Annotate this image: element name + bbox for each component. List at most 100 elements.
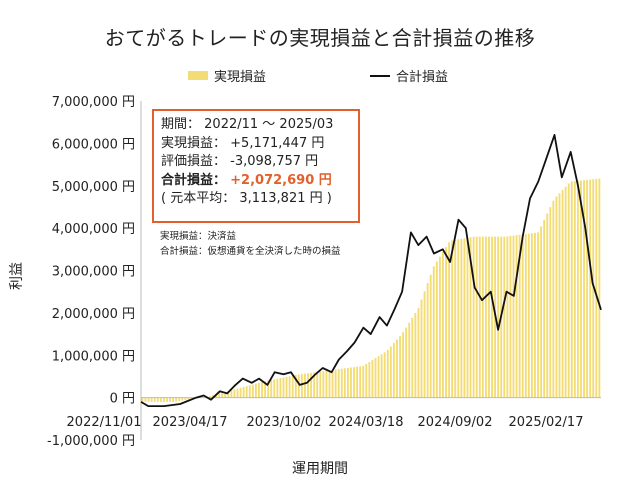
y-tick-label: -1,000,000 円	[47, 434, 135, 449]
bar	[147, 397, 150, 402]
summary-period: 期間： 2022/11 ～ 2025/03	[161, 116, 358, 135]
legend-label-total: 合計損益	[396, 70, 449, 85]
bar	[273, 379, 276, 398]
bar	[313, 372, 316, 398]
bar	[472, 236, 475, 398]
bar	[552, 200, 555, 398]
bar	[454, 239, 457, 398]
bar	[169, 397, 171, 402]
bar	[371, 360, 374, 398]
bar	[258, 382, 260, 398]
bar	[429, 274, 432, 398]
bar	[580, 180, 582, 398]
bar	[561, 189, 564, 398]
summary-realized: 実現損益： +5,171,447 円	[161, 135, 358, 154]
bar	[592, 179, 595, 398]
realized-value: +5,171,447 円	[230, 135, 325, 151]
bar	[527, 233, 530, 398]
x-tick-label: 2025/02/17	[509, 415, 584, 430]
bar	[463, 238, 466, 398]
bar	[405, 327, 408, 398]
bar	[475, 236, 478, 398]
bar	[380, 354, 383, 398]
realized-label: 実現損益：	[161, 135, 227, 151]
unrealized-value: -3,098,757 円	[230, 154, 319, 169]
bar	[598, 178, 601, 398]
bar	[282, 377, 285, 398]
bar	[172, 397, 175, 402]
bar	[549, 207, 552, 398]
bar	[328, 370, 331, 398]
bar	[491, 236, 493, 398]
x-axis-label: 運用期間	[292, 461, 348, 477]
bar	[300, 374, 303, 398]
x-tick-label: 2024/09/02	[418, 415, 493, 430]
y-axis-label: 利益	[9, 262, 25, 290]
bar	[435, 261, 438, 398]
y-tick-label: 4,000,000 円	[52, 222, 135, 237]
y-tick-labels: 7,000,000 円 6,000,000 円 5,000,000 円 4,000,0…	[47, 95, 135, 449]
bar	[221, 392, 224, 398]
bar	[346, 367, 349, 398]
bar	[402, 332, 405, 398]
bar	[187, 397, 190, 400]
bar	[530, 233, 533, 398]
bar	[307, 373, 309, 398]
bar	[276, 378, 279, 398]
bar	[426, 282, 429, 398]
summary-box: 期間： 2022/11 ～ 2025/03 実現損益： +5,171,447 円…	[152, 109, 360, 223]
bar	[362, 365, 365, 398]
bar	[144, 397, 147, 402]
bar	[408, 322, 411, 398]
bar	[518, 234, 521, 398]
bar	[359, 366, 362, 398]
legend-line-total	[370, 74, 390, 77]
bar	[481, 236, 484, 398]
period-value: 2022/11 ～ 2025/03	[204, 117, 334, 132]
bar	[497, 236, 500, 398]
bar	[543, 219, 546, 398]
bar	[503, 236, 506, 398]
summary-total: 合計損益： +2,072,690 円	[161, 172, 358, 191]
bar	[141, 397, 144, 402]
bar	[218, 393, 221, 398]
bar	[175, 397, 178, 402]
bar	[166, 397, 168, 402]
y-tick-label: 0 円	[110, 392, 135, 407]
x-tick-label: 2022/11/01	[67, 415, 142, 430]
y-tick-label: 3,000,000 円	[52, 265, 135, 280]
unrealized-label: 評価損益：	[161, 154, 227, 169]
bar	[242, 386, 245, 398]
bar	[512, 235, 515, 398]
bar	[365, 363, 368, 398]
bar	[399, 336, 401, 398]
bar	[411, 317, 414, 398]
legend-swatch-realized	[188, 71, 208, 80]
bar	[564, 186, 567, 398]
bar	[509, 236, 512, 398]
bar	[236, 388, 239, 398]
bar	[322, 371, 325, 398]
bar	[233, 389, 236, 398]
bar	[150, 397, 153, 402]
bar	[506, 236, 509, 398]
bar	[325, 370, 328, 398]
bar	[555, 196, 558, 398]
bar	[304, 373, 306, 398]
bar	[583, 180, 585, 398]
bar	[546, 213, 549, 398]
bar	[267, 380, 270, 398]
summary-unrealized: 評価損益： -3,098,757 円	[161, 153, 358, 172]
bar	[457, 239, 460, 398]
bar	[442, 251, 444, 398]
bar	[417, 307, 420, 398]
x-tick-label: 2023/04/17	[153, 415, 228, 430]
bar	[245, 386, 248, 398]
bar	[279, 378, 282, 398]
period-label: 期間：	[161, 117, 201, 132]
x-tick-label: 2024/03/18	[329, 415, 404, 430]
y-tick-label: 5,000,000 円	[52, 180, 135, 195]
bar	[589, 179, 592, 398]
bar	[576, 180, 579, 398]
